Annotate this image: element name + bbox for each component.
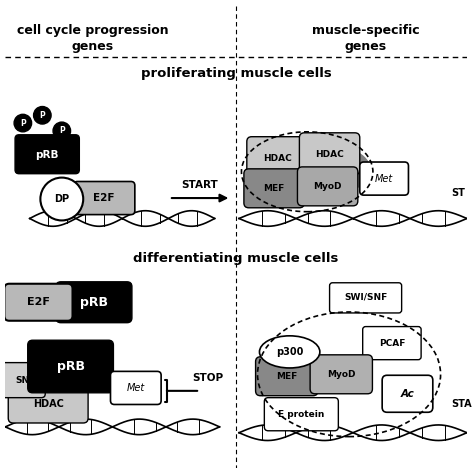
FancyBboxPatch shape (300, 133, 360, 175)
Text: DP: DP (54, 194, 69, 204)
Text: HDAC: HDAC (263, 154, 292, 163)
Text: E2F: E2F (27, 297, 50, 307)
Text: Ac: Ac (401, 389, 414, 399)
Text: MEF: MEF (264, 184, 285, 193)
Circle shape (40, 178, 83, 220)
Text: E2F: E2F (93, 193, 114, 203)
Text: differentiating muscle cells: differentiating muscle cells (133, 252, 339, 264)
Text: STOP: STOP (192, 373, 223, 383)
Text: ST: ST (451, 188, 465, 198)
Ellipse shape (259, 336, 320, 368)
FancyBboxPatch shape (8, 384, 88, 423)
Text: cell cycle progression
genes: cell cycle progression genes (17, 24, 169, 53)
Text: pRB: pRB (36, 150, 59, 160)
Text: MyoD: MyoD (313, 182, 342, 191)
FancyBboxPatch shape (110, 371, 161, 404)
Text: Met: Met (375, 173, 393, 183)
Text: P: P (39, 111, 45, 120)
Text: pRB: pRB (80, 296, 108, 309)
FancyBboxPatch shape (56, 282, 132, 323)
FancyBboxPatch shape (4, 284, 73, 321)
FancyBboxPatch shape (360, 162, 409, 195)
Text: pRB: pRB (56, 360, 84, 373)
Text: P: P (59, 127, 64, 136)
Text: SWI/SNF: SWI/SNF (344, 293, 387, 302)
Text: proliferating muscle cells: proliferating muscle cells (141, 66, 331, 80)
FancyBboxPatch shape (0, 363, 45, 398)
Text: HDAC: HDAC (315, 150, 344, 159)
FancyBboxPatch shape (247, 137, 307, 179)
Circle shape (14, 114, 32, 132)
Circle shape (34, 107, 51, 124)
Text: PCAF: PCAF (379, 338, 405, 347)
Ellipse shape (259, 142, 371, 198)
Text: P: P (20, 118, 26, 128)
Text: E protein: E protein (278, 410, 325, 419)
FancyBboxPatch shape (298, 167, 358, 206)
FancyBboxPatch shape (310, 355, 373, 394)
Circle shape (53, 122, 71, 140)
Text: p300: p300 (276, 347, 303, 357)
Text: STA: STA (451, 399, 472, 409)
FancyBboxPatch shape (73, 182, 135, 215)
FancyBboxPatch shape (27, 340, 113, 393)
Text: HDAC: HDAC (33, 399, 64, 409)
FancyBboxPatch shape (382, 375, 433, 412)
Text: START: START (182, 181, 219, 191)
Text: muscle-specific
genes: muscle-specific genes (312, 24, 419, 53)
Text: MEF: MEF (276, 372, 297, 381)
FancyBboxPatch shape (329, 283, 401, 313)
FancyBboxPatch shape (264, 398, 338, 431)
Text: Met: Met (127, 383, 145, 393)
Text: SNF: SNF (16, 375, 36, 384)
FancyBboxPatch shape (363, 327, 421, 360)
Text: MyoD: MyoD (327, 370, 356, 379)
FancyBboxPatch shape (15, 135, 79, 173)
FancyBboxPatch shape (244, 169, 304, 208)
FancyBboxPatch shape (255, 357, 318, 396)
